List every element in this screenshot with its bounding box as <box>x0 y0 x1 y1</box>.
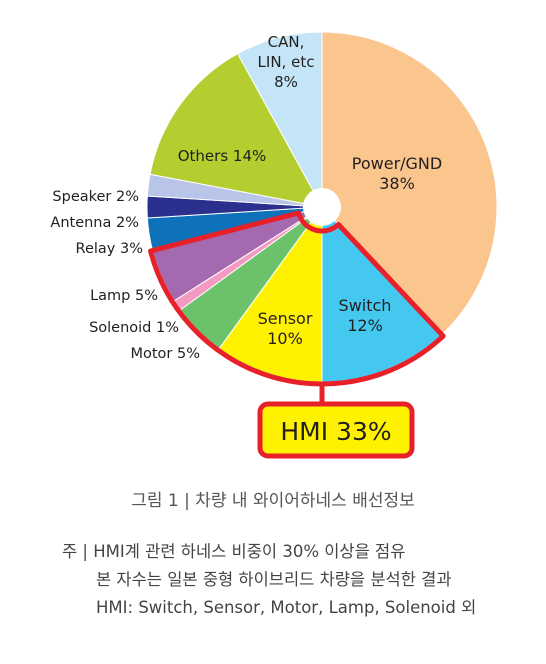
slice-label-line: Motor 5% <box>130 346 200 362</box>
slice-label-line: Solenoid 1% <box>89 320 179 336</box>
slice-label-line: 10% <box>267 329 303 348</box>
slice-label-line: Switch <box>339 296 392 315</box>
pie-slice <box>321 31 498 336</box>
pie-slice <box>237 31 323 208</box>
slice-labels: Power/GND 38% Switch 12% Sensor 10% Motor 5% So… <box>50 33 442 362</box>
hmi-callout: HMI 33% <box>257 382 415 459</box>
slice-label-line: 38% <box>379 174 415 193</box>
pie-chart: Power/GND 38% Switch 12% Sensor 10% Motor 5% So… <box>50 31 498 459</box>
figure-caption: 그림 1 | 차량 내 와이어하네스 배선정보 <box>131 491 415 511</box>
slice-label-line: Sensor <box>258 309 313 328</box>
note-line-3: HMI: Switch, Sensor, Motor, Lamp, Soleno… <box>96 598 477 617</box>
pie-slice <box>149 52 323 208</box>
hmi-callout-box <box>257 401 415 459</box>
slice-label: Motor 5% <box>130 346 200 362</box>
slice-label: Antenna 2% <box>50 215 139 231</box>
slice-label: Switch 12% <box>339 296 392 335</box>
note-line-1: 주 | HMI계 관련 하네스 비중이 30% 이상을 점유 <box>62 542 406 561</box>
slice-label-line: Lamp 5% <box>90 288 158 304</box>
slice-label-line: Antenna 2% <box>50 215 139 231</box>
slice-label-line: 12% <box>347 316 383 335</box>
hmi-callout-label: HMI 33% <box>280 417 391 446</box>
pie-center-hole <box>303 188 341 226</box>
slice-label-line: Relay 3% <box>76 241 143 257</box>
note-line-2: 본 자수는 일본 중형 하이브리드 차량을 분석한 결과 <box>96 570 452 589</box>
slice-label: Relay 3% <box>76 241 143 257</box>
slice-label-line: CAN, <box>268 33 305 51</box>
slice-label: Solenoid 1% <box>89 320 179 336</box>
slice-label: Sensor 10% <box>258 309 313 348</box>
slice-label-line: Power/GND <box>352 154 442 173</box>
slice-label: Others 14% <box>178 147 267 165</box>
slice-label: Power/GND 38% <box>352 154 442 193</box>
slice-label: Speaker 2% <box>52 189 139 205</box>
hmi-highlight-outline <box>148 210 446 387</box>
slice-label-line: Others 14% <box>178 147 267 165</box>
slice-label-line: Speaker 2% <box>52 189 139 205</box>
slice-label-line: LIN, etc <box>258 53 315 71</box>
slice-label: CAN, LIN, etc 8% <box>258 33 315 91</box>
slice-label: Lamp 5% <box>90 288 158 304</box>
slice-label-line: 8% <box>274 73 298 91</box>
